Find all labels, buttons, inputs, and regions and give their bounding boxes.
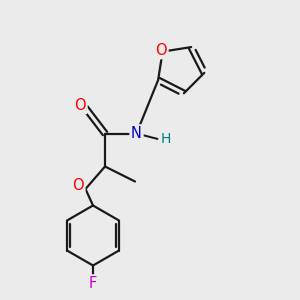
Text: O: O — [155, 43, 167, 58]
Text: O: O — [74, 98, 86, 112]
Text: N: N — [131, 126, 142, 141]
Text: F: F — [89, 276, 97, 291]
Text: O: O — [72, 178, 84, 193]
Text: H: H — [160, 132, 171, 146]
